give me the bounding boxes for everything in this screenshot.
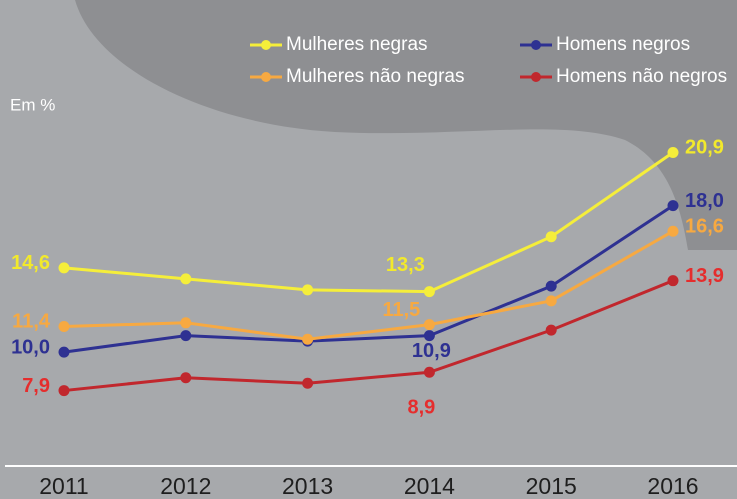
legend-marker <box>531 40 541 50</box>
data-label: 11,5 <box>382 299 420 321</box>
legend-marker <box>261 72 271 82</box>
legend-label: Homens não negros <box>556 66 727 87</box>
data-point <box>180 330 192 342</box>
data-point <box>58 320 70 332</box>
data-label: 13,9 <box>685 265 724 287</box>
data-point <box>180 372 192 384</box>
data-point <box>180 273 192 285</box>
data-point <box>423 319 435 331</box>
legend-label: Mulheres não negras <box>286 66 465 87</box>
data-point <box>545 295 557 307</box>
data-label: 10,9 <box>412 340 451 362</box>
data-point <box>667 225 679 237</box>
data-point <box>180 317 192 329</box>
data-point <box>667 200 679 212</box>
data-label: 8,9 <box>407 397 435 419</box>
background-shape <box>75 0 737 250</box>
series-line <box>63 204 674 354</box>
series-line <box>63 279 674 393</box>
unit-label: Em % <box>10 95 55 114</box>
legend-label: Mulheres negras <box>286 34 428 55</box>
data-label: 11,4 <box>12 311 51 333</box>
data-label: 13,3 <box>386 254 425 276</box>
data-label: 7,9 <box>22 375 50 397</box>
data-label: 14,6 <box>11 252 50 274</box>
data-point <box>545 231 557 243</box>
data-point <box>667 146 679 158</box>
data-point <box>667 275 679 287</box>
x-tick-label: 2016 <box>647 473 698 499</box>
x-tick-label: 2012 <box>160 473 211 499</box>
x-tick-label: 2011 <box>39 473 88 499</box>
x-tick-label: 2015 <box>526 473 577 499</box>
data-point <box>423 366 435 378</box>
data-label: 18,0 <box>685 190 724 212</box>
data-point <box>545 324 557 336</box>
data-point <box>423 286 435 298</box>
data-point <box>58 346 70 358</box>
series-line <box>63 229 674 341</box>
legend-label: Homens negros <box>556 34 690 55</box>
data-point <box>423 330 435 342</box>
data-label: 10,0 <box>11 336 50 358</box>
x-tick-label: 2014 <box>404 473 455 499</box>
data-point <box>545 280 557 292</box>
legend-marker <box>531 72 541 82</box>
data-label: 16,6 <box>685 216 724 238</box>
data-point <box>58 385 70 397</box>
data-label: 20,9 <box>685 137 724 159</box>
data-point <box>58 262 70 274</box>
x-tick-label: 2013 <box>282 473 333 499</box>
data-point <box>302 377 314 389</box>
series-line <box>63 151 674 294</box>
data-point <box>302 284 314 296</box>
legend-marker <box>261 40 271 50</box>
data-point <box>302 333 314 345</box>
